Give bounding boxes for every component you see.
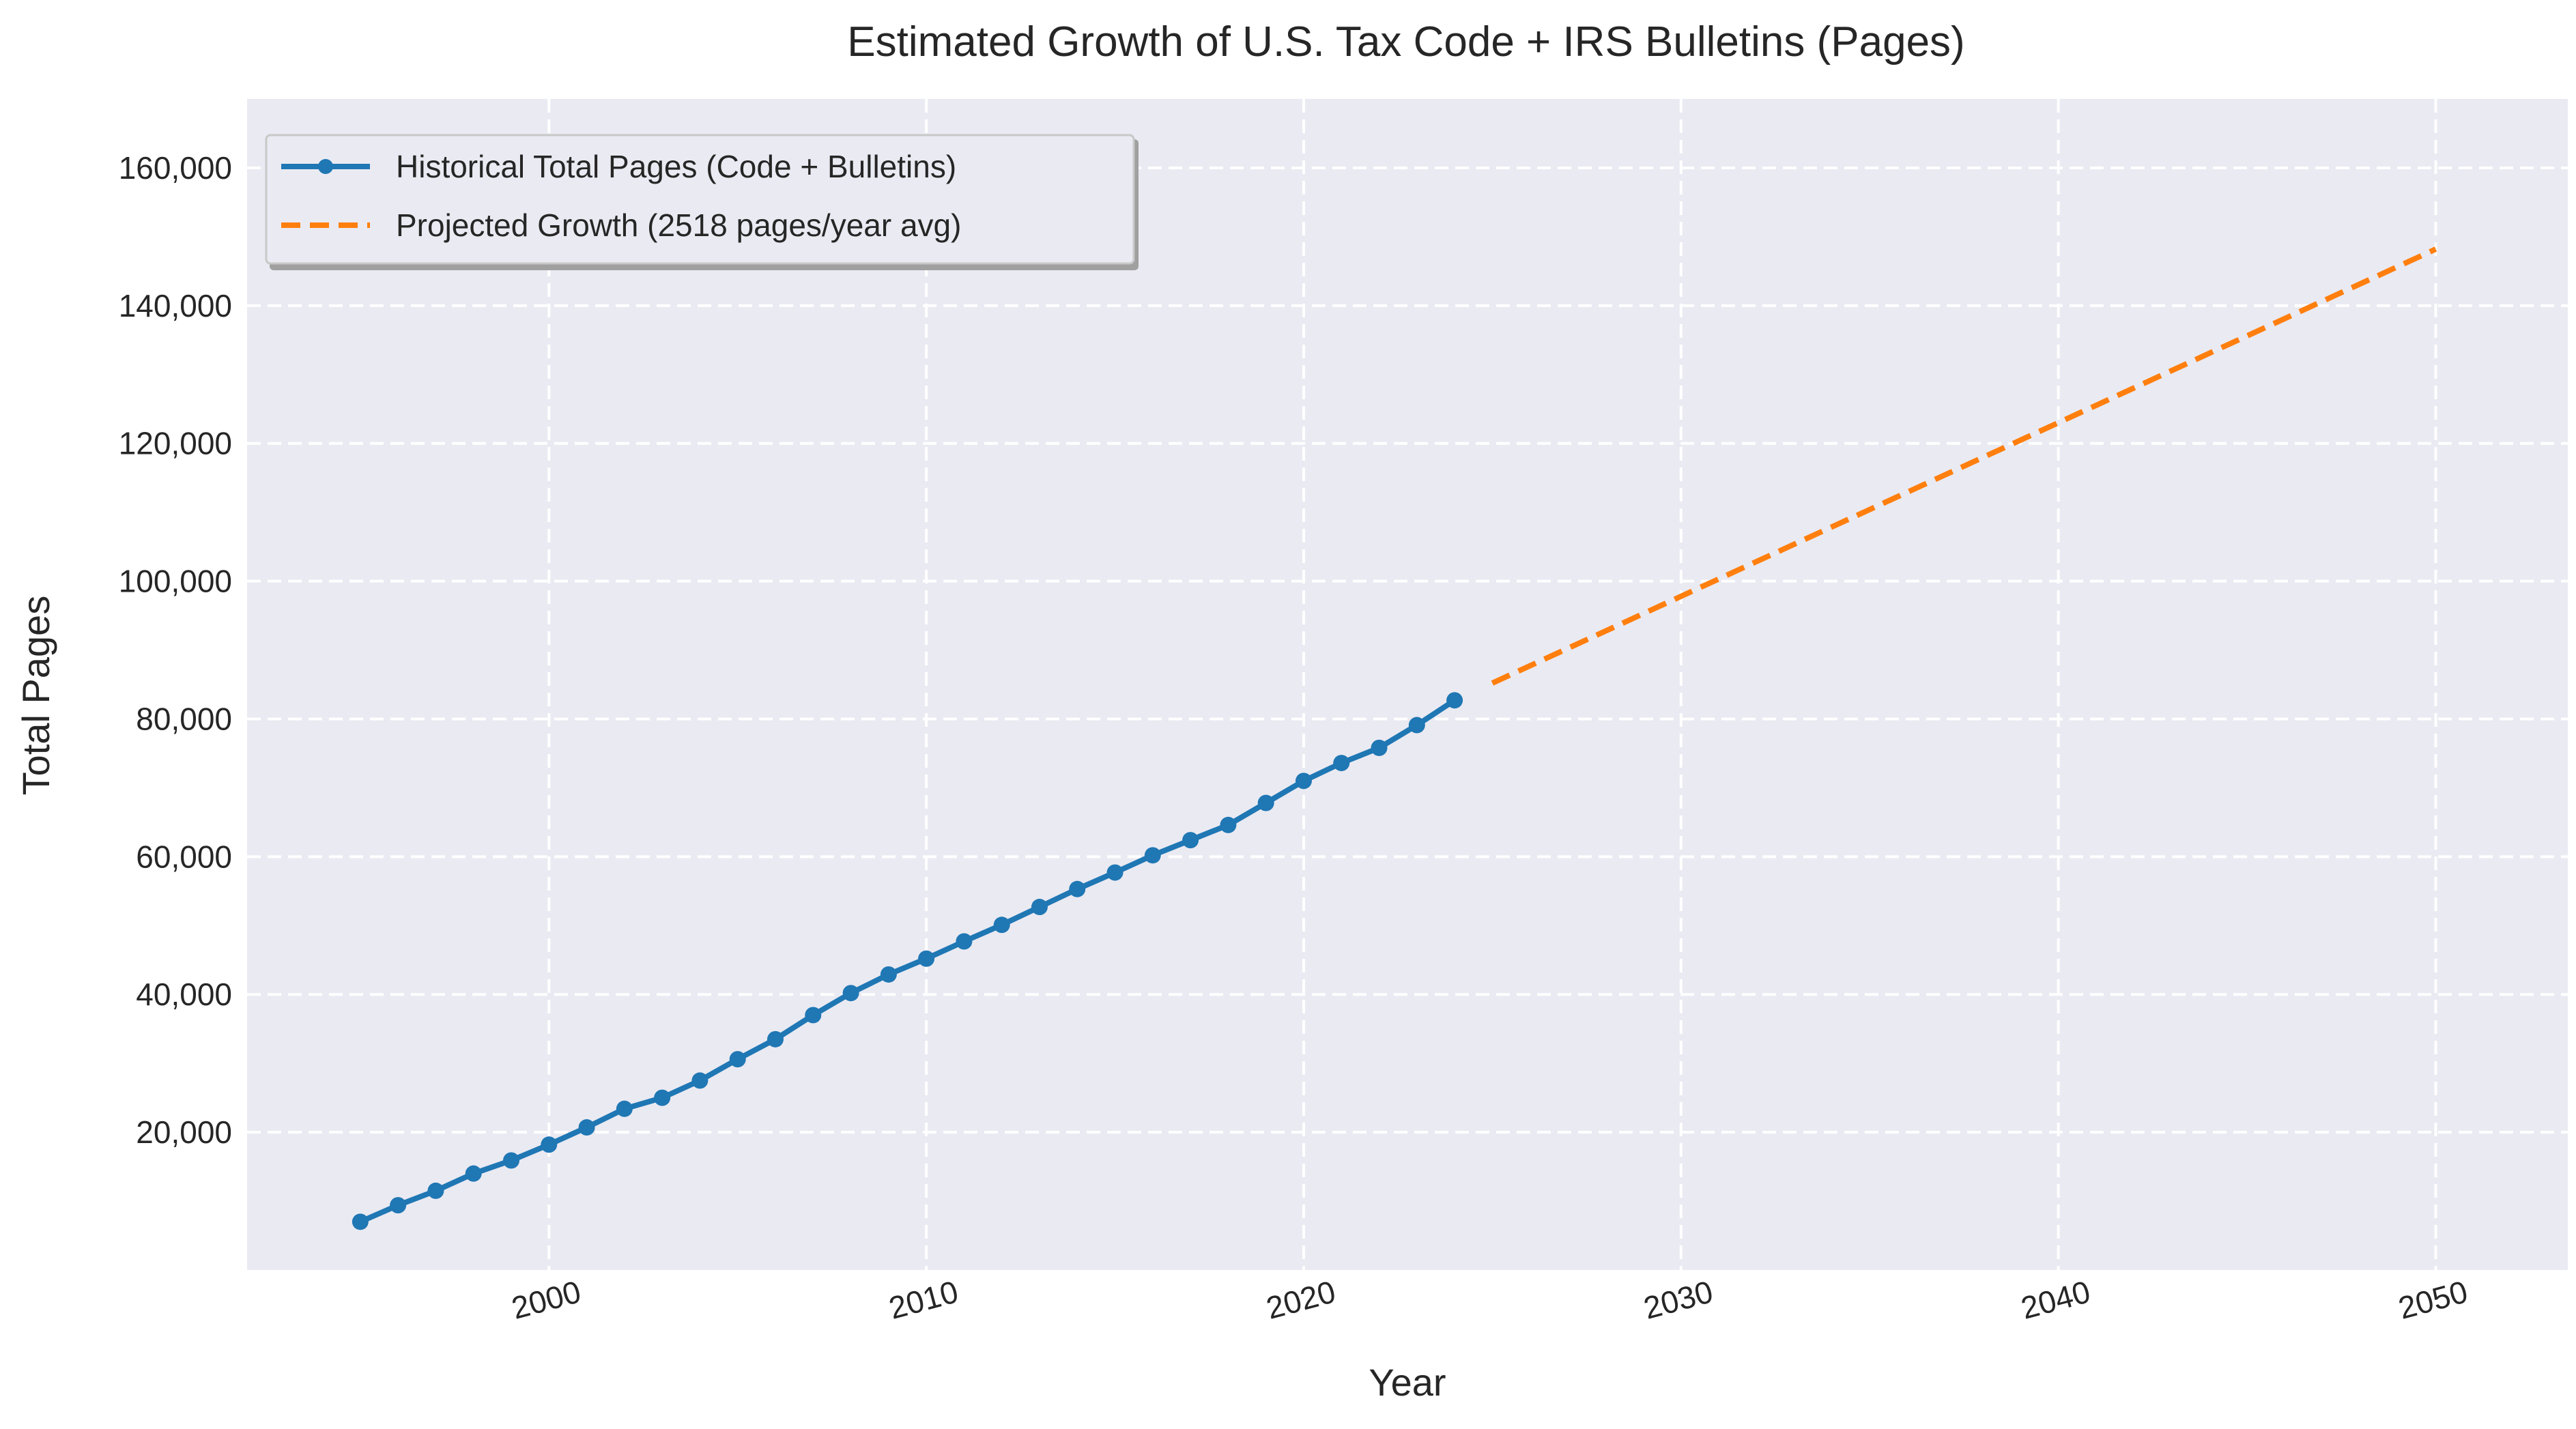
data-point: [1446, 692, 1463, 709]
data-point: [956, 933, 973, 950]
legend-label-historical: Historical Total Pages (Code + Bulletins…: [396, 149, 956, 184]
y-tick-label: 100,000: [119, 564, 232, 599]
x-tick-label: 2000: [508, 1273, 584, 1326]
data-point: [1106, 864, 1124, 881]
data-point: [805, 1007, 822, 1024]
data-point: [465, 1165, 482, 1182]
x-tick-label: 2010: [885, 1273, 962, 1326]
x-tick-label: 2050: [2394, 1273, 2471, 1326]
data-point: [1333, 755, 1350, 772]
x-tick-label: 2040: [2017, 1273, 2093, 1326]
y-tick-label: 40,000: [136, 977, 232, 1012]
legend: Historical Total Pages (Code + Bulletins…: [265, 134, 1139, 270]
data-point: [729, 1051, 746, 1068]
x-tick-label: 2030: [1640, 1273, 1717, 1326]
y-tick-label: 20,000: [136, 1114, 232, 1150]
projected-series-line: [1491, 246, 2437, 686]
data-point: [1257, 794, 1274, 811]
y-tick-label: 120,000: [119, 426, 232, 461]
data-point: [502, 1152, 519, 1169]
data-point: [1220, 816, 1237, 833]
data-point: [993, 916, 1010, 934]
y-tick-label: 80,000: [136, 701, 232, 736]
data-point: [1182, 832, 1199, 849]
data-point: [691, 1072, 709, 1089]
data-point: [842, 985, 859, 1002]
grid: [247, 99, 2568, 1270]
y-tick-labels: 20,000 40,000 60,000 80,000 100,000 120,000 14…: [119, 150, 232, 1150]
y-axis-label: Total Pages: [14, 596, 57, 796]
y-tick-label: 140,000: [119, 288, 232, 323]
data-point: [390, 1197, 407, 1214]
y-tick-label: 60,000: [136, 839, 232, 874]
x-tick-label: 2020: [1263, 1273, 1339, 1326]
data-point: [1295, 773, 1312, 790]
chart-title: Estimated Growth of U.S. Tax Code + IRS …: [847, 18, 1964, 66]
data-point: [578, 1119, 595, 1136]
data-point: [352, 1213, 369, 1230]
data-point: [654, 1089, 671, 1106]
data-point: [1371, 739, 1388, 756]
data-point: [767, 1030, 784, 1048]
data-point: [1144, 847, 1161, 864]
plot-area: [247, 99, 2568, 1270]
y-tick-label: 160,000: [119, 150, 232, 186]
legend-label-projected: Projected Growth (2518 pages/year avg): [396, 207, 961, 243]
data-point: [541, 1136, 558, 1153]
legend-box: [265, 134, 1135, 265]
series-layer: [352, 246, 2437, 1230]
data-point: [1031, 899, 1048, 916]
data-point: [880, 966, 897, 983]
data-point: [427, 1182, 444, 1199]
legend-marker-historical: [318, 159, 333, 174]
data-point: [616, 1100, 633, 1117]
data-point: [1408, 717, 1425, 734]
data-point: [1069, 880, 1086, 897]
x-tick-labels: 2000 2010 2020 2030 2040 2050: [508, 1273, 2472, 1326]
data-point: [918, 950, 935, 967]
x-axis-label: Year: [1369, 1361, 1446, 1404]
